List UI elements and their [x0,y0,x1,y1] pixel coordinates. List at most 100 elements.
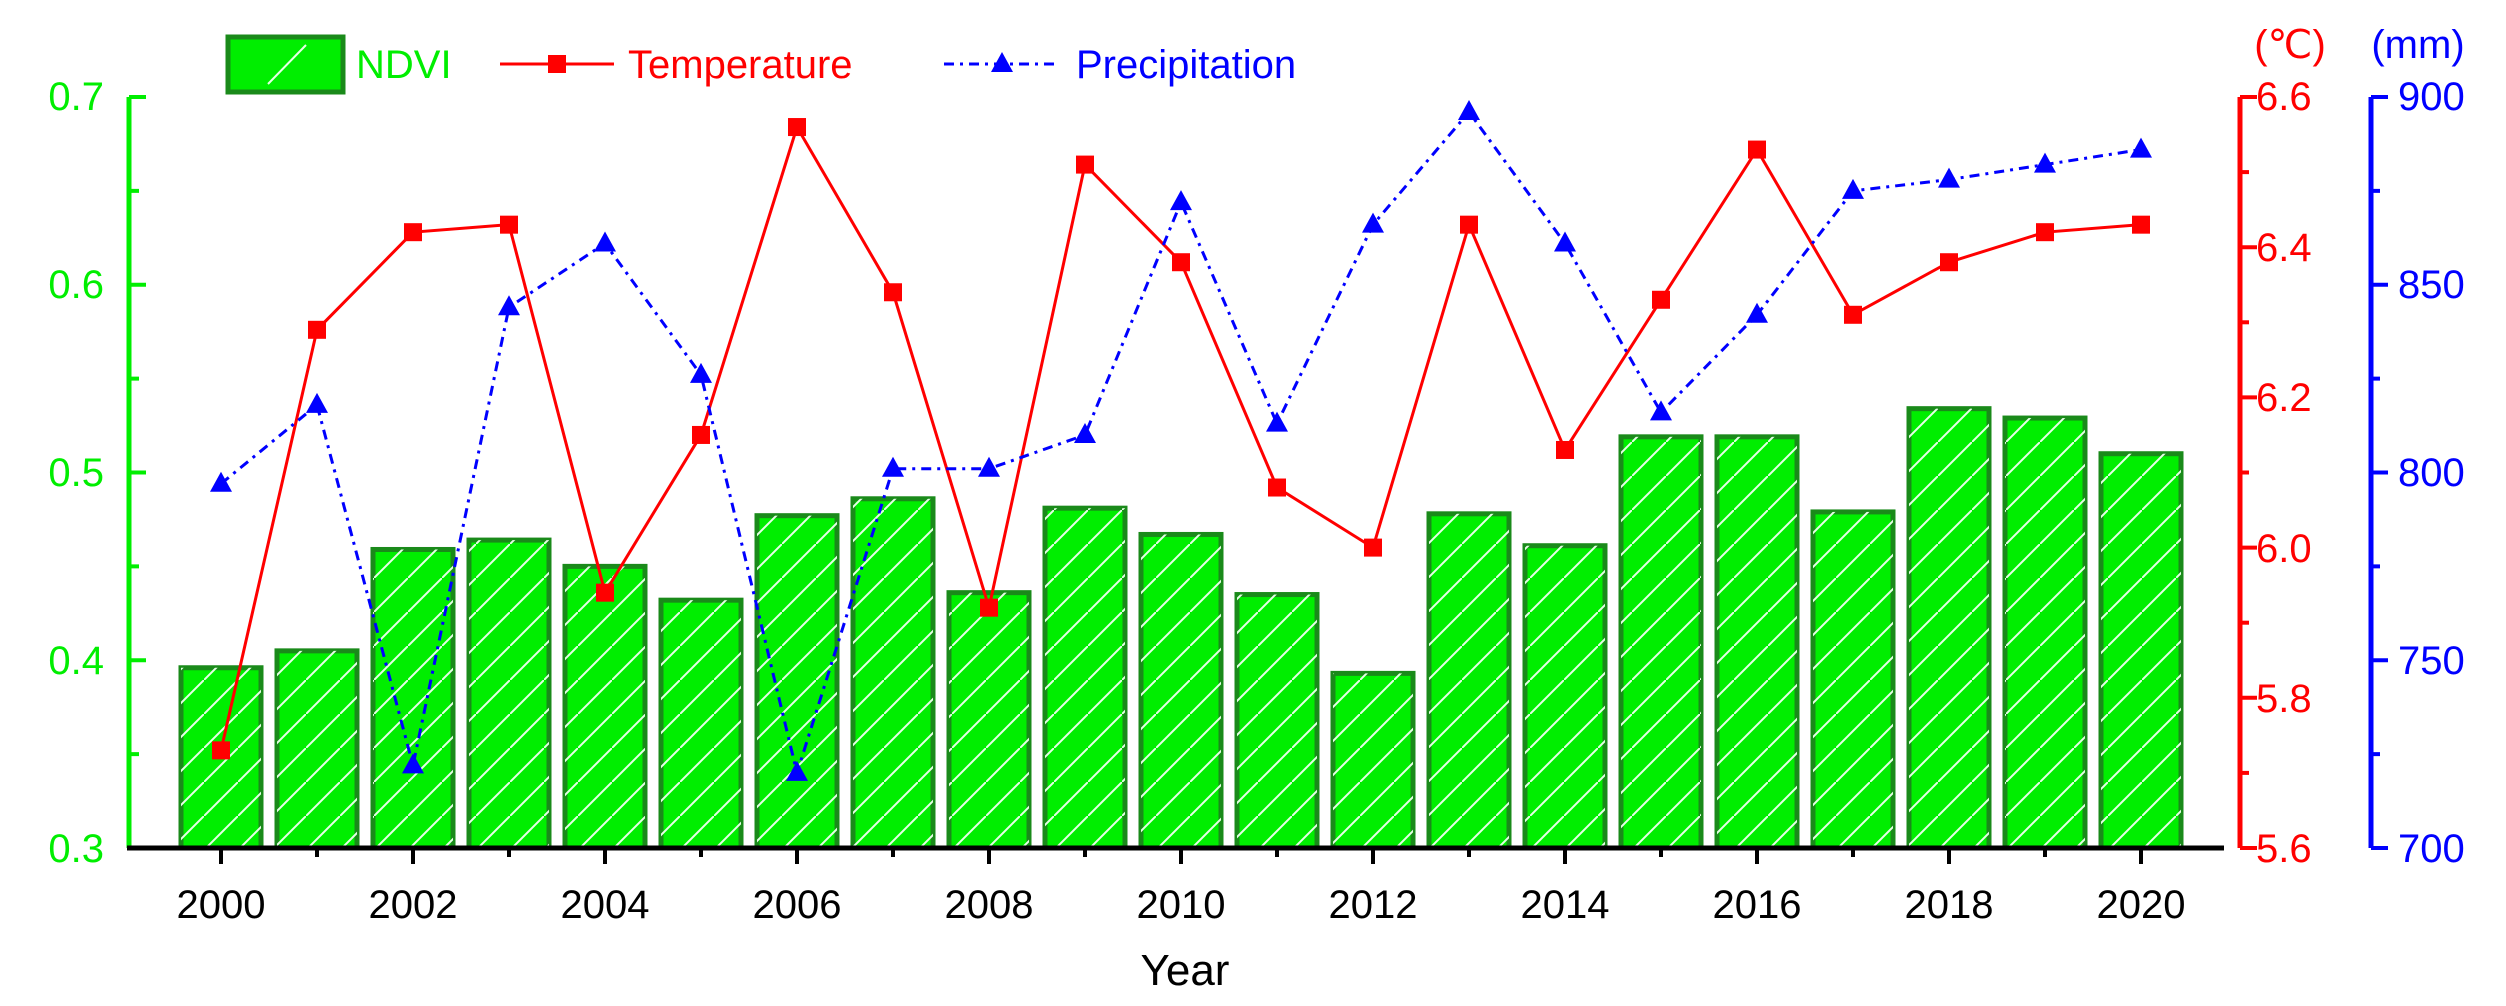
x-tick-label: 2016 [1713,883,1802,927]
ndvi-bar-hatch [1717,436,1797,848]
temperature-series [212,118,2150,760]
temperature-point [500,215,518,234]
x-tick-label: 2000 [177,883,266,927]
ndvi-bar-hatch [277,650,357,848]
temperature-point [1940,253,1958,272]
precipitation-point [1554,231,1576,252]
temperature-point [980,598,998,617]
ndvi-bar-hatch [1525,545,1605,848]
legend-ndvi-label: NDVI [356,43,452,87]
x-tick-label: 2002 [369,883,458,927]
x-tick-label: 2010 [1137,883,1226,927]
temperature-point [1268,478,1286,497]
x-tick-label: 2008 [945,883,1034,927]
temperature-point [1556,440,1574,459]
ndvi-bar-hatch [373,549,453,848]
ndvi-bar-hatch [1237,594,1317,848]
temperature-unit-label: (℃) [2254,23,2326,67]
temperature-point [2132,215,2150,234]
precipitation-series [210,100,2152,781]
legend-precipitation-label: Precipitation [1076,43,1296,87]
ndvi-bar-hatch [1333,673,1413,848]
x-tick-label: 2012 [1329,883,1418,927]
precipitation-tick-label: 900 [2398,75,2465,119]
x-tick-label: 2004 [561,883,650,927]
temperature-point [596,583,614,602]
temperature-point [1652,290,1670,309]
temperature-point [1172,253,1190,272]
temperature-tick-label: 5.8 [2256,677,2312,721]
precipitation-point [1650,400,1672,421]
temperature-point [308,320,326,339]
ndvi-bar-hatch [1621,436,1701,848]
left-y-tick-label: 0.4 [48,639,104,683]
ndvi-bar-hatch [1045,508,1125,848]
ndvi-bar-hatch [757,515,837,848]
ndvi-bar-hatch [565,566,645,848]
ndvi-bar-hatch [853,498,933,848]
x-tick-label: 2014 [1521,883,1610,927]
precipitation-point [1746,302,1768,323]
ndvi-bar-hatch [469,540,549,848]
temperature-point [1460,215,1478,234]
left-y-axis: 0.3 0.4 0.5 0.6 0.7 [48,75,146,871]
legend-temperature-label: Temperature [628,43,853,87]
precipitation-point [2130,137,2152,158]
ndvi-bar-hatch [1141,534,1221,848]
precipitation-tick-label: 850 [2398,263,2465,307]
temperature-tick-label: 6.0 [2256,527,2312,571]
precipitation-point [498,295,520,316]
precipitation-point [1170,190,1192,211]
ndvi-bar-hatch [661,600,741,848]
x-axis: 2000 2002 2004 2006 2008 2010 2012 2014 … [127,845,2224,995]
ndvi-bar-hatch [2005,418,2085,848]
precipitation-point [2034,152,2056,173]
precipitation-tick-label: 700 [2398,827,2465,871]
precipitation-point [1074,422,1096,443]
ndvi-bar-hatch [1909,408,1989,848]
precipitation-point [594,231,616,252]
precipitation-unit-label: (mm) [2371,23,2464,67]
legend-ndvi-hatch [267,44,307,85]
ndvi-bar-hatch [2101,453,2181,848]
precipitation-point [1362,212,1384,233]
ndvi-bars [178,406,2184,851]
legend-temperature-marker [548,55,566,73]
temperature-point [404,223,422,242]
left-y-tick-label: 0.5 [48,451,104,495]
legend: NDVI Temperature Precipitation [225,34,1296,95]
ndvi-bar-hatch [1429,513,1509,848]
precipitation-tick-label: 750 [2398,639,2465,683]
temperature-point [1844,305,1862,324]
ndvi-bar-hatch [949,592,1029,848]
precipitation-point [1842,178,1864,199]
temperature-point [1076,155,1094,174]
ndvi-bar-hatch [1813,511,1893,848]
temperature-tick-label: 6.4 [2256,226,2312,270]
precipitation-point [690,362,712,383]
temperature-point [1364,538,1382,557]
temperature-point [788,118,806,137]
temperature-point [884,283,902,302]
temperature-tick-label: 6.2 [2256,376,2312,420]
legend-precipitation-marker [991,52,1013,72]
temperature-point [1748,140,1766,159]
precipitation-tick-label: 800 [2398,451,2465,495]
temperature-tick-label: 5.6 [2256,827,2312,871]
temperature-axis: 5.6 5.8 6.0 6.2 6.4 6.6 (℃) [2237,23,2326,871]
x-tick-label: 2018 [1905,883,1994,927]
precipitation-point [1458,100,1480,121]
x-tick-label: 2020 [2097,883,2186,927]
temperature-tick-label: 6.6 [2256,75,2312,119]
left-y-tick-label: 0.7 [48,75,104,119]
precipitation-point [786,760,808,781]
temperature-point [692,425,710,444]
temperature-point [212,741,230,760]
temperature-point [2036,223,2054,242]
precipitation-axis: 700 750 800 850 900 (mm) [2368,23,2465,871]
precipitation-point [210,471,232,492]
left-y-tick-label: 0.3 [48,827,104,871]
precipitation-point [306,392,328,413]
precipitation-point [978,456,1000,477]
